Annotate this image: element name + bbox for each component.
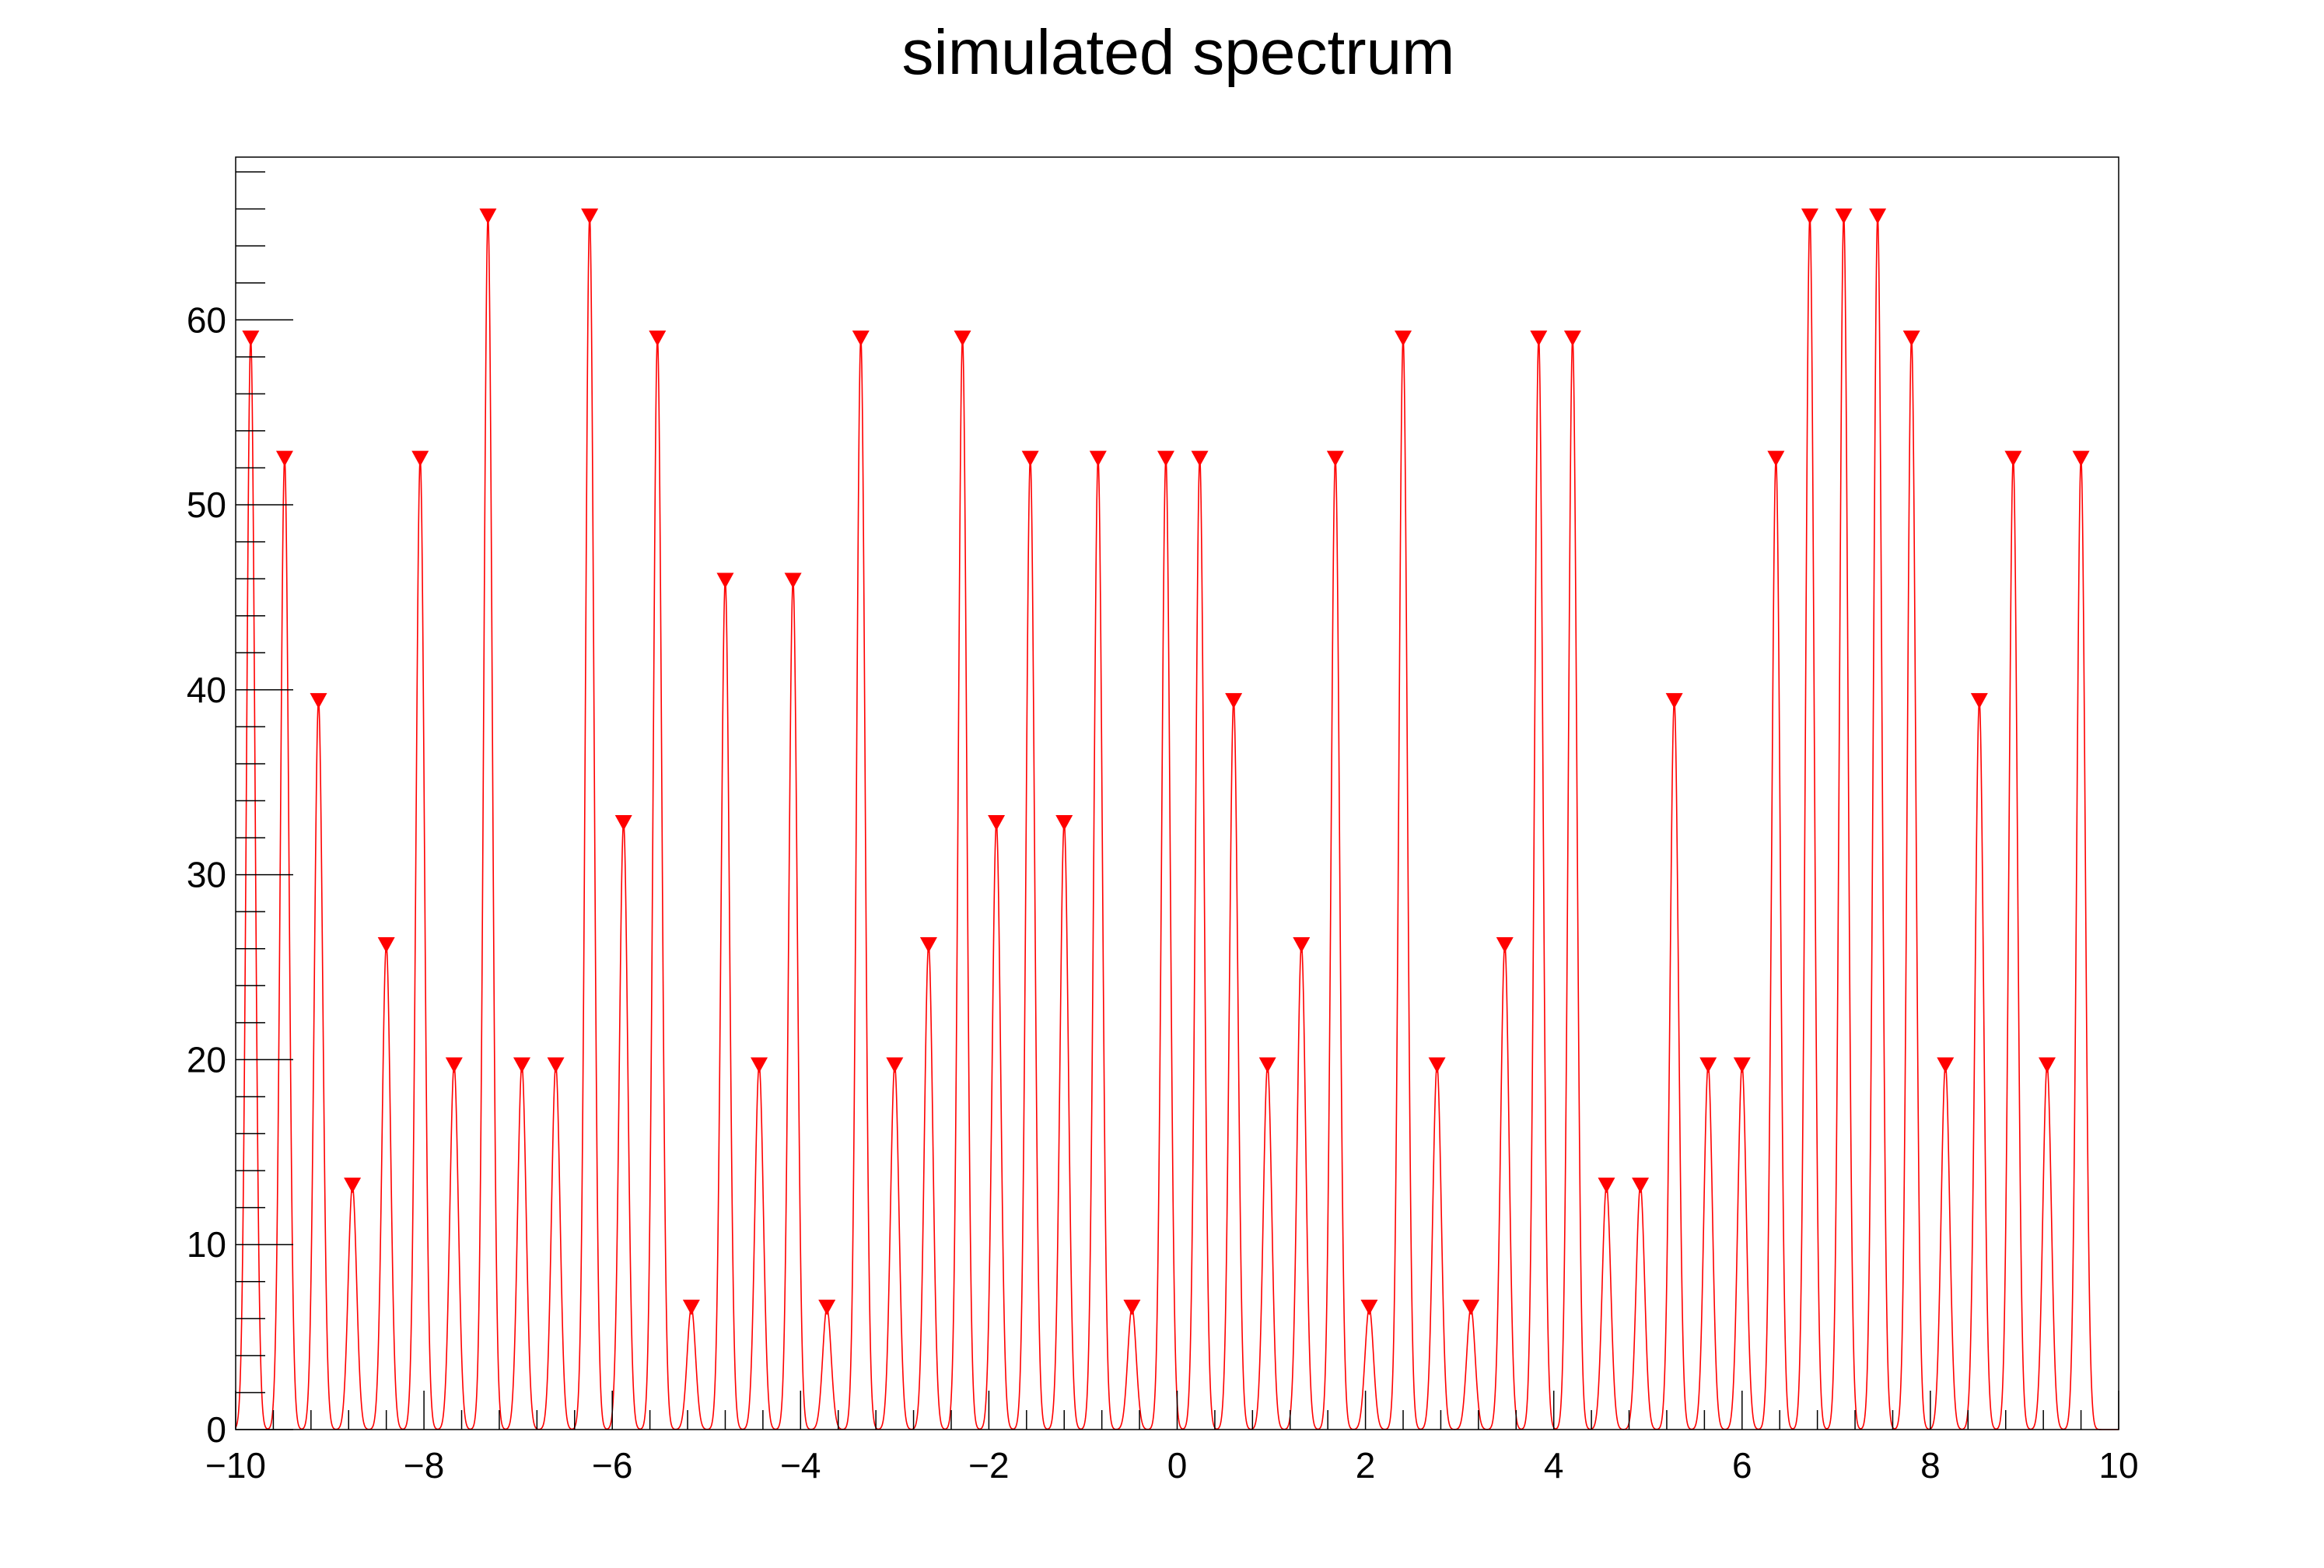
peak-marker bbox=[1395, 331, 1412, 347]
x-tick-label: 2 bbox=[1356, 1445, 1376, 1486]
peak-marker bbox=[649, 331, 667, 347]
peak-marker bbox=[1225, 693, 1243, 709]
peak-marker bbox=[1835, 208, 1853, 225]
peak-marker bbox=[682, 1300, 700, 1316]
y-tick-label: 10 bbox=[187, 1224, 226, 1265]
y-tick-labels: 0 10 20 30 40 50 60 bbox=[187, 299, 226, 1450]
peak-marker bbox=[1157, 450, 1174, 467]
peak-marker bbox=[377, 936, 395, 953]
peak-marker bbox=[716, 572, 734, 589]
peak-marker bbox=[1496, 936, 1514, 953]
peak-marker bbox=[1902, 331, 1920, 347]
peak-marker bbox=[344, 1178, 362, 1194]
peak-marker bbox=[919, 936, 937, 953]
x-tick-label: 10 bbox=[2098, 1445, 2138, 1486]
peak-marker bbox=[1123, 1300, 1141, 1316]
x-tick-label: −2 bbox=[968, 1445, 1009, 1486]
peak-marker bbox=[1598, 1178, 1615, 1194]
peak-marker bbox=[242, 331, 260, 347]
y-tick-label: 40 bbox=[187, 670, 226, 710]
x-tick-labels: −10 −8 −6 −4 −2 0 2 4 6 8 10 bbox=[205, 1445, 2139, 1486]
x-tick-label: −4 bbox=[780, 1445, 821, 1486]
peak-marker bbox=[1801, 208, 1818, 225]
y-tick-label: 20 bbox=[187, 1039, 226, 1080]
x-tick-label: −8 bbox=[404, 1445, 444, 1486]
peak-markers bbox=[242, 208, 2090, 1316]
peak-marker bbox=[1462, 1300, 1480, 1316]
peak-marker bbox=[2004, 450, 2022, 467]
peak-marker bbox=[1258, 1057, 1276, 1073]
x-tick-label: −6 bbox=[592, 1445, 632, 1486]
peak-marker bbox=[275, 450, 293, 467]
peak-marker bbox=[479, 208, 497, 225]
peak-marker bbox=[954, 331, 971, 347]
peak-marker bbox=[2072, 450, 2090, 467]
peak-marker bbox=[513, 1057, 530, 1073]
peak-marker bbox=[1326, 450, 1344, 467]
peak-marker bbox=[1089, 450, 1107, 467]
peak-marker bbox=[445, 1057, 463, 1073]
peak-marker bbox=[614, 815, 632, 831]
x-tick-label: 8 bbox=[1920, 1445, 1941, 1486]
peak-marker bbox=[1767, 450, 1785, 467]
peak-marker bbox=[581, 208, 599, 225]
peak-marker bbox=[1632, 1178, 1650, 1194]
peak-marker bbox=[2039, 1057, 2056, 1073]
peak-marker bbox=[547, 1057, 565, 1073]
y-tick-label: 60 bbox=[187, 299, 226, 340]
axes-layer bbox=[235, 156, 2119, 1430]
peak-marker bbox=[1563, 331, 1581, 347]
y-tick-label: 50 bbox=[187, 485, 226, 525]
peak-marker bbox=[852, 331, 870, 347]
peak-marker bbox=[751, 1057, 768, 1073]
peak-marker bbox=[1530, 331, 1548, 347]
peak-marker bbox=[310, 693, 327, 709]
peak-marker bbox=[1021, 450, 1039, 467]
peak-marker bbox=[818, 1300, 836, 1316]
peak-marker bbox=[1665, 693, 1683, 709]
x-tick-label: 4 bbox=[1544, 1445, 1564, 1486]
peak-marker bbox=[1428, 1057, 1446, 1073]
peak-marker bbox=[1055, 815, 1073, 831]
x-tick-label: 6 bbox=[1732, 1445, 1752, 1486]
peak-marker bbox=[1970, 693, 1988, 709]
peak-marker bbox=[988, 815, 1006, 831]
y-tick-label: 30 bbox=[187, 855, 226, 895]
y-tick-label: 0 bbox=[206, 1409, 226, 1450]
peak-marker bbox=[1733, 1057, 1751, 1073]
peak-marker bbox=[1869, 208, 1887, 225]
peak-marker bbox=[886, 1057, 904, 1073]
peak-marker bbox=[1191, 450, 1209, 467]
x-tick-label: −10 bbox=[205, 1445, 266, 1486]
peak-marker bbox=[1293, 936, 1311, 953]
peak-marker bbox=[411, 450, 429, 467]
x-tick-label: 0 bbox=[1167, 1445, 1188, 1486]
peak-marker bbox=[1360, 1300, 1378, 1316]
peak-marker bbox=[1699, 1057, 1717, 1073]
peak-marker bbox=[1937, 1057, 1955, 1073]
peak-marker bbox=[784, 572, 802, 589]
chart-title: simulated spectrum bbox=[902, 17, 1455, 88]
